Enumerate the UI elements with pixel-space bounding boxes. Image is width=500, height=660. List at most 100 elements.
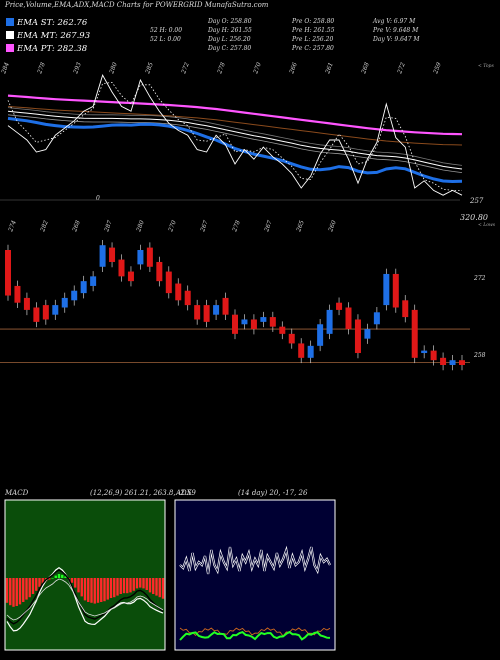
macd-histogram-bar bbox=[152, 578, 155, 594]
adx-minus-di-line bbox=[179, 627, 331, 637]
stat-prev-close: Pre C: 257.80 bbox=[292, 45, 334, 52]
candle-body bbox=[33, 307, 40, 322]
ema-mt-line bbox=[7, 110, 463, 170]
macd-panel-frame bbox=[4, 499, 166, 651]
macd-histogram-bar bbox=[106, 578, 109, 600]
candle-body bbox=[80, 281, 87, 294]
adx-line-inner bbox=[179, 546, 331, 575]
macd-histogram-bar bbox=[116, 578, 119, 596]
legend-label-ema-pt: EMA PT: 282.38 bbox=[17, 44, 88, 54]
candle-body bbox=[232, 314, 238, 334]
macd-histogram-bar bbox=[15, 578, 18, 606]
macd-histogram-bar bbox=[145, 578, 148, 590]
macd-histogram-bar bbox=[35, 578, 38, 591]
ema-top-tick: 285 bbox=[144, 61, 155, 75]
candle-top-tick: 278 bbox=[231, 219, 242, 233]
macd-histogram-bar bbox=[109, 578, 113, 598]
legend-swatch-ema-pt bbox=[6, 44, 14, 52]
candle-body bbox=[392, 273, 399, 308]
candle-body bbox=[137, 250, 144, 265]
legend-swatch-ema-st bbox=[6, 18, 14, 26]
candle-body bbox=[430, 350, 437, 361]
ema-top-tick: 293 bbox=[72, 61, 83, 75]
macd-histogram-bar bbox=[12, 578, 15, 607]
candle-body bbox=[421, 350, 428, 354]
macd-histogram-bar bbox=[22, 578, 25, 602]
candle-body bbox=[459, 360, 465, 365]
candle-body bbox=[269, 317, 276, 327]
candle-body bbox=[411, 309, 418, 358]
macd-histogram-bar bbox=[126, 578, 129, 594]
macd-histogram-bar bbox=[41, 578, 44, 584]
macd-title: MACD bbox=[5, 489, 29, 497]
legend-label-ema-st: EMA ST: 262.76 bbox=[17, 18, 88, 28]
stat-prev-open: Pre O: 258.80 bbox=[292, 18, 335, 25]
candle-body bbox=[146, 247, 153, 267]
macd-histogram-bar bbox=[51, 578, 54, 579]
candle-body bbox=[184, 290, 191, 306]
macd-histogram-bar bbox=[54, 575, 57, 578]
ema-top-tick: 284 bbox=[0, 61, 11, 75]
price-close-line bbox=[7, 74, 463, 196]
macd-histogram-bar bbox=[129, 578, 132, 593]
macd-histogram-bar bbox=[87, 578, 90, 602]
candle-body bbox=[317, 324, 324, 346]
candle-body bbox=[127, 271, 134, 282]
macd-histogram-bar bbox=[38, 578, 41, 587]
candle-body bbox=[194, 305, 201, 320]
stat-52w-low: 52 L: 0.00 bbox=[150, 36, 181, 43]
candle-top-tick: 267 bbox=[263, 219, 274, 233]
candle-top-tick: 270 bbox=[167, 219, 178, 233]
level-label-lower: 258 bbox=[474, 352, 486, 359]
candle-top-tick: 280 bbox=[135, 219, 146, 233]
macd-histogram-bar bbox=[155, 578, 158, 596]
candle-top-tick: 282 bbox=[39, 219, 50, 233]
macd-line-secondary bbox=[6, 578, 164, 621]
candle-top-tick: 260 bbox=[327, 219, 338, 233]
ema-top-tick: 259 bbox=[432, 61, 443, 75]
candle-body bbox=[326, 309, 333, 334]
candle-top-tick: 265 bbox=[295, 219, 306, 233]
candle-top-tick: 268 bbox=[71, 219, 82, 233]
macd-histogram-bar bbox=[132, 578, 135, 591]
ema-top-tick: 280 bbox=[108, 61, 119, 75]
ema-top-tick: 270 bbox=[252, 61, 263, 75]
stat-52w-high: 52 H: 0.00 bbox=[150, 27, 183, 34]
candle-body bbox=[383, 273, 390, 306]
ema-zero-label: 0 bbox=[96, 195, 100, 202]
legend-swatch-ema-mt bbox=[6, 31, 14, 39]
macd-histogram-bar bbox=[119, 578, 122, 594]
candle-body bbox=[71, 290, 78, 301]
macd-histogram-bar bbox=[57, 574, 61, 578]
ema-top-tick: 266 bbox=[288, 61, 299, 75]
macd-histogram-bar bbox=[122, 578, 126, 594]
candle-body bbox=[165, 271, 172, 294]
ema-st-line bbox=[7, 116, 463, 184]
candle-body bbox=[90, 276, 97, 286]
ema-top-tick: 278 bbox=[216, 61, 227, 75]
candle-body bbox=[42, 305, 49, 320]
candle-body bbox=[156, 261, 163, 282]
candle-body bbox=[260, 317, 267, 322]
candle-body bbox=[250, 319, 257, 330]
macd-histogram-bar bbox=[93, 578, 96, 604]
candle-top-tick: 287 bbox=[103, 219, 114, 233]
stat-day-high: Day H: 261.55 bbox=[208, 27, 252, 34]
level-label-upper: 272 bbox=[474, 275, 486, 282]
candle-body bbox=[109, 247, 116, 262]
macd-histogram-bar bbox=[90, 578, 93, 603]
candle-body bbox=[288, 333, 295, 344]
candle-body bbox=[298, 343, 305, 358]
stat-day-close: Day C: 257.80 bbox=[208, 45, 252, 52]
macd-histogram-bar bbox=[48, 578, 51, 580]
candle-body bbox=[175, 283, 182, 301]
stat-day-low: Day L: 256.20 bbox=[208, 36, 251, 43]
candle-body bbox=[203, 305, 210, 322]
macd-line bbox=[6, 566, 164, 632]
candle-body bbox=[5, 250, 11, 296]
macd-histogram-bar bbox=[142, 578, 145, 589]
stat-prev-high: Pre H: 261.55 bbox=[292, 27, 335, 34]
legend-ema-mt: EMA MT: 267.93 bbox=[6, 31, 90, 41]
macd-histogram-bar bbox=[80, 578, 83, 597]
